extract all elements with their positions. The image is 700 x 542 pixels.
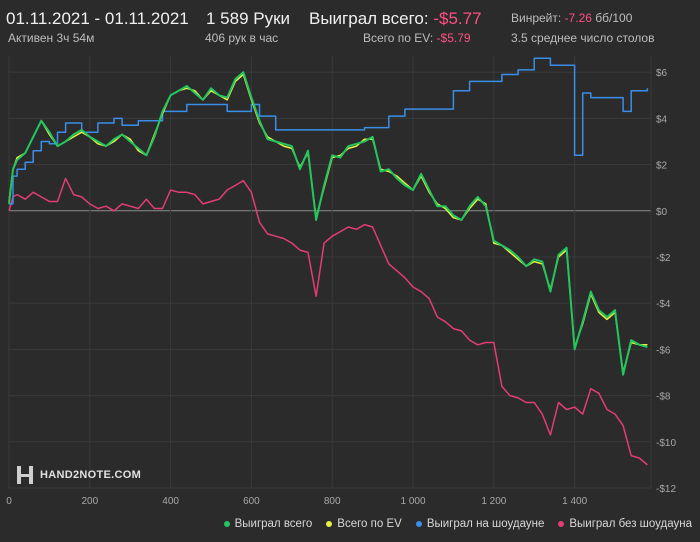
x-tick-label: 400: [162, 496, 179, 507]
hands-count: 1 589 Руки: [206, 9, 291, 28]
legend-dot-icon: [415, 521, 422, 527]
y-tick-label: -$4: [656, 299, 671, 310]
legend-label: Выиграл без шоудауна: [569, 518, 692, 530]
y-tick-label: -$6: [656, 345, 671, 356]
active-time: Активен 3ч 54м: [8, 31, 95, 45]
legend-item-ev[interactable]: Всего по EV: [326, 518, 402, 530]
stats-header: 01.11.2021 - 01.11.2021 Активен 3ч 54м 1…: [0, 0, 700, 48]
legend-label: Выиграл всего: [234, 518, 313, 530]
legend-item-won[interactable]: Выиграл всего: [223, 518, 313, 530]
winrate-label: Винрейт:: [511, 11, 562, 25]
legend-label: Всего по EV: [337, 518, 402, 530]
x-tick-label: 200: [81, 496, 98, 507]
winrate-unit: бб/100: [595, 11, 633, 25]
y-tick-label: -$2: [656, 253, 671, 264]
x-tick-label: 1 000: [401, 496, 426, 507]
legend-item-non-showdown[interactable]: Выиграл без шоудауна: [558, 518, 692, 530]
results-chart: $6 $4 $2 $0 -$2 -$4 -$6 -$8 -$10 -$12 0 200 400 600 80…: [6, 56, 676, 507]
legend-item-showdown[interactable]: Выиграл на шоудауне: [415, 518, 545, 530]
series-line-showdown: [9, 57, 649, 205]
y-tick-label: $2: [656, 161, 668, 172]
y-tick-label: $4: [656, 114, 668, 125]
winrate-value: -7.26: [564, 11, 592, 25]
legend-label: Выиграл на шоудауне: [426, 518, 545, 530]
series-line-non-showdown: [8, 177, 648, 466]
x-tick-label: 1 200: [481, 496, 506, 507]
date-range: 01.11.2021 - 01.11.2021: [6, 9, 189, 28]
won-total: Выиграл всего: -$5.77: [309, 9, 482, 29]
won-total-label: Выиграл всего:: [309, 9, 429, 28]
series-line-won: [8, 71, 648, 376]
x-tick-label: 1 400: [562, 496, 587, 507]
hand2note-logo-text: HAND2NOTE.COM: [40, 469, 142, 481]
winrate: Винрейт: -7.26 бб/100: [511, 11, 632, 25]
y-tick-label: $6: [656, 68, 668, 79]
won-total-value: -$5.77: [433, 9, 482, 28]
chart-legend: Выиграл всего Всего по EV Выиграл на шоу…: [223, 518, 692, 530]
hand2note-logo-icon: [16, 466, 34, 484]
legend-dot-icon: [326, 521, 333, 527]
legend-dot-icon: [223, 521, 230, 527]
y-tick-label: -$12: [656, 484, 676, 495]
x-tick-label: 600: [243, 496, 260, 507]
avg-tables: 3.5 среднее число столов: [511, 31, 655, 45]
hand2note-logo: HAND2NOTE.COM: [16, 466, 141, 484]
legend-dot-icon: [558, 521, 565, 527]
series-line-ev: [8, 73, 648, 374]
ev-total-value: -$5.79: [436, 31, 471, 45]
y-tick-label: $0: [656, 207, 668, 218]
ev-total-label: Всего по EV:: [363, 31, 434, 45]
hands-per-hour: 406 рук в час: [205, 31, 279, 45]
ev-total: Всего по EV: -$5.79: [363, 31, 471, 45]
y-tick-label: -$8: [656, 392, 671, 403]
x-tick-label: 800: [324, 496, 341, 507]
x-tick-label: 0: [6, 496, 12, 507]
y-tick-label: -$10: [656, 438, 676, 449]
